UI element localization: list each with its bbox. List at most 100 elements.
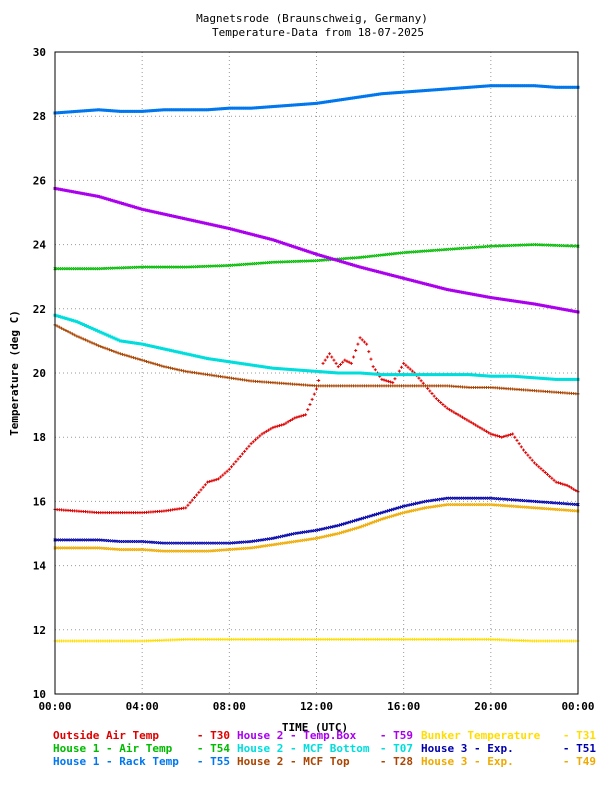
data-point bbox=[434, 88, 438, 92]
data-point bbox=[362, 340, 366, 344]
data-point bbox=[195, 493, 199, 497]
data-point bbox=[60, 315, 64, 319]
data-point bbox=[526, 375, 530, 379]
data-point bbox=[452, 410, 456, 414]
data-point bbox=[454, 86, 458, 90]
data-point bbox=[421, 281, 425, 285]
data-point bbox=[145, 208, 149, 212]
data-point bbox=[443, 373, 447, 377]
data-point bbox=[528, 375, 532, 379]
data-point bbox=[284, 421, 288, 425]
data-point bbox=[474, 85, 478, 89]
data-point bbox=[445, 288, 449, 292]
data-point bbox=[380, 517, 384, 521]
data-point bbox=[413, 373, 417, 377]
data-point bbox=[539, 376, 543, 380]
data-point bbox=[382, 92, 386, 96]
data-point bbox=[504, 434, 508, 438]
data-point bbox=[249, 442, 253, 446]
data-point bbox=[77, 109, 81, 113]
data-point bbox=[273, 366, 277, 370]
data-point bbox=[402, 276, 406, 280]
data-point bbox=[513, 374, 517, 378]
data-point bbox=[421, 89, 425, 93]
data-point bbox=[375, 519, 380, 523]
data-point bbox=[397, 275, 401, 279]
data-point bbox=[86, 324, 90, 328]
data-point bbox=[325, 100, 329, 104]
data-point bbox=[107, 348, 111, 352]
data-point bbox=[219, 225, 223, 229]
data-point bbox=[206, 480, 210, 484]
data-point bbox=[262, 431, 266, 435]
data-point bbox=[323, 358, 327, 362]
data-point bbox=[463, 417, 467, 421]
data-point bbox=[402, 90, 406, 94]
data-point bbox=[295, 415, 299, 419]
data-point bbox=[332, 358, 336, 362]
data-point bbox=[210, 107, 214, 111]
y-tick-label: 14 bbox=[33, 560, 47, 573]
data-point bbox=[500, 297, 504, 301]
data-point bbox=[508, 298, 512, 302]
data-point bbox=[380, 373, 384, 377]
data-point bbox=[330, 525, 334, 529]
data-point bbox=[452, 86, 456, 90]
data-point bbox=[291, 244, 295, 248]
data-point bbox=[508, 433, 512, 437]
data-point bbox=[245, 231, 249, 235]
data-point bbox=[325, 370, 329, 374]
data-point bbox=[423, 282, 427, 286]
data-point bbox=[127, 109, 131, 113]
data-point bbox=[221, 359, 225, 363]
data-point bbox=[565, 308, 569, 312]
data-point bbox=[373, 519, 377, 524]
data-point bbox=[404, 90, 408, 94]
data-point bbox=[391, 373, 395, 377]
data-point bbox=[402, 504, 406, 508]
y-tick-label: 18 bbox=[33, 431, 46, 444]
data-point bbox=[535, 302, 539, 306]
data-point bbox=[125, 109, 129, 113]
data-point bbox=[354, 371, 358, 375]
data-point bbox=[118, 339, 122, 343]
data-point bbox=[291, 368, 295, 372]
data-point bbox=[552, 377, 556, 381]
x-tick-label: 08:00 bbox=[213, 700, 246, 713]
data-point bbox=[310, 251, 314, 255]
data-point bbox=[354, 349, 358, 353]
data-point bbox=[57, 187, 61, 191]
data-point bbox=[149, 361, 153, 365]
data-point bbox=[192, 219, 196, 223]
data-point bbox=[467, 85, 471, 89]
data-point bbox=[484, 374, 488, 378]
data-point bbox=[201, 221, 205, 225]
data-point bbox=[73, 319, 77, 323]
data-point bbox=[417, 89, 421, 93]
data-point bbox=[221, 107, 225, 111]
data-point bbox=[66, 330, 70, 334]
data-point bbox=[554, 306, 558, 310]
data-point bbox=[162, 108, 166, 112]
data-point bbox=[378, 92, 382, 96]
data-point bbox=[212, 223, 216, 227]
data-point bbox=[336, 371, 340, 375]
data-point bbox=[352, 263, 356, 267]
data-point bbox=[569, 486, 573, 490]
data-point bbox=[160, 212, 164, 216]
data-point bbox=[145, 109, 149, 113]
data-point bbox=[210, 357, 214, 361]
data-point bbox=[225, 226, 229, 230]
data-point bbox=[415, 89, 419, 93]
data-point bbox=[543, 304, 547, 308]
data-point bbox=[569, 85, 573, 89]
data-point bbox=[354, 96, 358, 100]
data-point bbox=[121, 339, 125, 343]
data-point bbox=[391, 514, 395, 518]
data-point bbox=[489, 374, 493, 378]
data-point bbox=[269, 237, 273, 241]
data-point bbox=[182, 351, 186, 355]
data-point bbox=[162, 212, 166, 216]
data-point bbox=[64, 110, 68, 114]
